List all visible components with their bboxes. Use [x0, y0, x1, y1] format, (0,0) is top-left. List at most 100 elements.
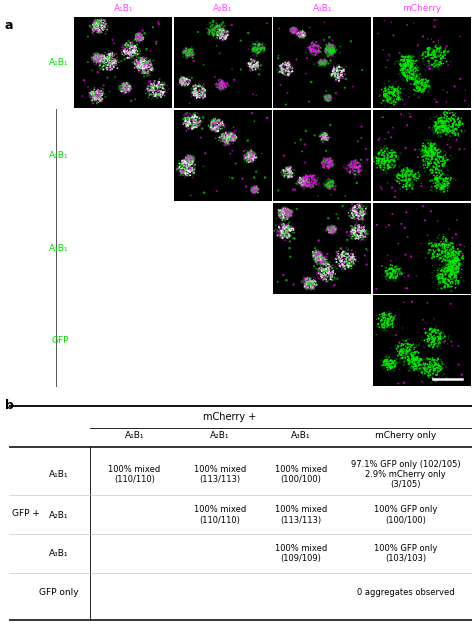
Point	[320, 131, 328, 141]
Point	[436, 330, 444, 340]
Point	[427, 333, 434, 343]
Point	[278, 67, 285, 77]
Point	[228, 133, 236, 143]
Point	[436, 277, 443, 288]
Point	[134, 60, 142, 70]
Point	[96, 91, 104, 101]
Point	[190, 168, 198, 178]
Point	[347, 36, 355, 46]
Point	[284, 164, 292, 175]
Point	[324, 163, 332, 173]
Point	[292, 23, 299, 33]
Point	[287, 27, 294, 37]
Point	[357, 206, 365, 217]
Point	[401, 163, 409, 173]
Point	[214, 125, 222, 135]
Point	[329, 50, 337, 60]
Point	[127, 41, 134, 51]
Point	[95, 23, 102, 33]
Point	[310, 248, 318, 258]
Point	[456, 250, 463, 260]
Point	[387, 359, 395, 369]
Point	[438, 119, 446, 130]
Point	[283, 210, 291, 220]
Point	[120, 78, 128, 88]
Point	[433, 154, 440, 164]
Point	[210, 29, 218, 39]
Point	[365, 229, 372, 239]
Point	[410, 55, 418, 65]
Point	[187, 47, 195, 57]
Point	[304, 284, 311, 294]
Point	[309, 41, 316, 51]
Point	[324, 43, 331, 53]
Point	[325, 50, 333, 60]
Point	[284, 171, 292, 182]
Point	[444, 128, 452, 138]
Point	[399, 354, 406, 364]
Point	[191, 88, 198, 98]
Point	[359, 208, 367, 218]
Point	[400, 62, 408, 72]
Point	[94, 55, 101, 65]
Point	[455, 265, 462, 276]
Point	[191, 122, 199, 132]
Point	[310, 282, 318, 292]
Point	[378, 150, 386, 160]
Point	[180, 156, 187, 166]
Point	[452, 267, 459, 277]
Point	[97, 50, 104, 60]
Point	[128, 48, 136, 58]
Point	[441, 182, 449, 192]
Point	[446, 105, 453, 115]
Point	[455, 118, 463, 128]
Point	[381, 318, 388, 328]
Point	[406, 344, 413, 354]
Point	[300, 181, 308, 191]
Point	[147, 80, 155, 90]
Point	[91, 20, 99, 30]
Point	[91, 50, 99, 60]
Point	[332, 181, 339, 191]
Point	[133, 51, 141, 62]
Point	[182, 154, 190, 164]
Point	[410, 355, 418, 365]
Point	[303, 273, 310, 283]
Point	[433, 238, 441, 248]
Point	[138, 33, 146, 43]
Point	[330, 67, 338, 77]
Point	[278, 207, 285, 217]
Point	[282, 167, 289, 177]
Point	[400, 336, 408, 346]
Point	[127, 48, 135, 58]
Point	[328, 266, 336, 276]
Point	[226, 130, 233, 140]
Point	[414, 349, 421, 359]
Point	[300, 173, 307, 183]
Point	[224, 27, 232, 37]
Point	[289, 168, 296, 178]
Point	[284, 228, 292, 238]
Point	[133, 63, 140, 73]
Point	[187, 165, 195, 175]
Point	[341, 257, 348, 267]
Point	[421, 363, 428, 373]
Point	[375, 314, 383, 324]
Point	[250, 56, 258, 66]
Point	[439, 127, 447, 137]
Point	[221, 24, 228, 34]
Point	[358, 165, 366, 175]
Point	[97, 83, 105, 93]
Point	[292, 28, 299, 38]
Point	[420, 84, 428, 94]
Point	[326, 224, 333, 234]
Point	[142, 58, 150, 69]
Point	[363, 202, 371, 212]
Point	[358, 223, 365, 233]
Point	[284, 222, 292, 232]
Point	[138, 32, 146, 42]
Point	[219, 133, 227, 143]
Point	[242, 152, 250, 162]
Point	[185, 150, 193, 160]
Point	[246, 147, 254, 157]
